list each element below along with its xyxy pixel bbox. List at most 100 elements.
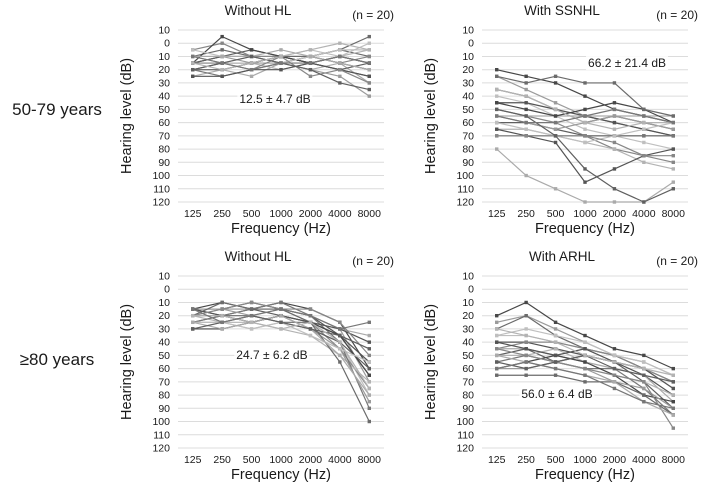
- data-point-marker: [220, 74, 224, 79]
- data-point-marker: [642, 107, 646, 112]
- data-point-marker: [612, 120, 617, 125]
- data-point-marker: [367, 48, 371, 52]
- y-tick-label: 0: [468, 284, 474, 296]
- y-tick-label: 10: [158, 51, 170, 63]
- data-point-marker: [524, 173, 528, 178]
- data-point-marker: [671, 380, 675, 384]
- data-point-marker: [642, 120, 646, 125]
- x-tick-label: 8000: [662, 454, 686, 466]
- y-tick-label: 110: [457, 429, 474, 441]
- data-point-marker: [338, 327, 342, 331]
- x-tick-label: 4000: [328, 454, 352, 466]
- x-tick-label: 500: [243, 454, 261, 466]
- data-point-marker: [583, 380, 587, 384]
- data-point-marker: [553, 134, 558, 138]
- data-point-marker: [642, 353, 646, 358]
- data-point-marker: [583, 107, 587, 112]
- data-point-marker: [308, 307, 313, 311]
- y-tick-label: 110: [153, 183, 170, 195]
- panel-with-ssnhl-50-79: 10 0 10 20 30 40 50 60 70 80 90 100 110 120 125 250 500 1…: [416, 0, 708, 245]
- data-point-marker: [583, 333, 587, 338]
- data-point-marker: [367, 406, 371, 411]
- data-point-marker: [367, 333, 371, 338]
- data-point-marker: [308, 48, 313, 52]
- data-point-marker: [220, 327, 224, 331]
- sample-size-label: (n = 20): [352, 254, 394, 268]
- x-tick-label: 125: [184, 454, 202, 466]
- data-point-marker: [671, 134, 675, 138]
- data-point-marker: [279, 320, 283, 325]
- data-point-marker: [338, 353, 342, 358]
- x-tick-label: 500: [547, 454, 565, 466]
- x-tick-label: 1000: [573, 454, 597, 466]
- data-point-marker: [524, 74, 528, 79]
- x-tick-label: 8000: [358, 454, 382, 466]
- data-point-marker: [279, 307, 283, 311]
- sample-size-label: (n = 20): [352, 8, 394, 22]
- data-point-marker: [612, 147, 617, 151]
- data-point-marker: [308, 61, 313, 65]
- data-point-marker: [612, 127, 617, 131]
- data-point-marker: [671, 114, 675, 118]
- data-point-marker: [642, 140, 646, 145]
- data-point-marker: [583, 373, 587, 377]
- data-point-marker: [495, 87, 499, 92]
- x-tick-label: 250: [517, 454, 535, 466]
- data-point-marker: [279, 327, 283, 331]
- data-point-marker: [553, 327, 558, 331]
- data-point-marker: [367, 386, 371, 391]
- row-label-age-50-79: 50-79 years: [12, 100, 102, 119]
- data-point-marker: [367, 380, 371, 384]
- y-tick-label: 80: [462, 390, 474, 402]
- data-point-marker: [220, 300, 224, 305]
- data-point-marker: [671, 127, 675, 131]
- data-point-marker: [642, 380, 646, 384]
- data-point-marker: [367, 54, 371, 59]
- data-point-marker: [495, 134, 499, 138]
- data-point-marker: [524, 340, 528, 344]
- data-point-marker: [367, 61, 371, 65]
- data-point-marker: [338, 360, 342, 364]
- data-point-marker: [524, 366, 528, 371]
- x-tick-label: 250: [517, 208, 535, 220]
- data-point-marker: [671, 160, 675, 165]
- data-point-marker: [671, 153, 675, 158]
- panel-without-hl-80plus: 10 0 10 20 30 40 50 60 70 80 90 100 110 120 125 250 500 1…: [112, 246, 404, 491]
- data-point-marker: [524, 94, 528, 98]
- mean-annotation: 24.7 ± 6.2 dB: [234, 348, 310, 363]
- data-point-marker: [524, 347, 528, 351]
- y-tick-label: 40: [462, 91, 474, 103]
- data-point-marker: [220, 307, 224, 311]
- data-point-marker: [612, 380, 617, 384]
- data-point-marker: [612, 167, 617, 171]
- data-point-marker: [671, 180, 675, 184]
- data-point-marker: [367, 340, 371, 344]
- data-point-marker: [308, 74, 313, 79]
- data-point-marker: [308, 313, 313, 318]
- data-point-marker: [249, 48, 254, 52]
- data-point-marker: [367, 34, 371, 39]
- data-point-marker: [553, 366, 558, 371]
- data-point-marker: [553, 360, 558, 364]
- data-point-marker: [671, 406, 675, 411]
- data-point-marker: [671, 386, 675, 391]
- data-point-marker: [524, 107, 528, 112]
- y-tick-label: 100: [456, 170, 474, 182]
- x-tick-label: 500: [243, 208, 261, 220]
- data-point-marker: [612, 187, 617, 191]
- data-point-marker: [583, 180, 587, 184]
- data-point-marker: [249, 61, 254, 65]
- data-point-marker: [191, 61, 195, 65]
- y-tick-label: 80: [158, 144, 170, 156]
- data-point-marker: [279, 54, 283, 59]
- y-tick-label: 80: [158, 390, 170, 402]
- series-line: [496, 135, 674, 157]
- x-tick-label: 250: [213, 454, 231, 466]
- x-axis-label: Frequency (Hz): [535, 221, 635, 237]
- data-point-marker: [249, 327, 254, 331]
- data-point-marker: [671, 426, 675, 430]
- data-point-marker: [308, 54, 313, 59]
- data-point-marker: [220, 41, 224, 45]
